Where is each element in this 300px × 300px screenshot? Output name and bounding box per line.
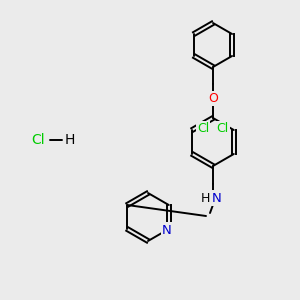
Text: N: N (212, 191, 222, 205)
Text: H: H (65, 133, 75, 147)
Text: Cl: Cl (197, 122, 209, 134)
Text: H: H (200, 191, 210, 205)
Text: N: N (162, 224, 172, 236)
Text: Cl: Cl (31, 133, 45, 147)
Text: O: O (208, 92, 218, 104)
Text: Cl: Cl (217, 122, 229, 134)
